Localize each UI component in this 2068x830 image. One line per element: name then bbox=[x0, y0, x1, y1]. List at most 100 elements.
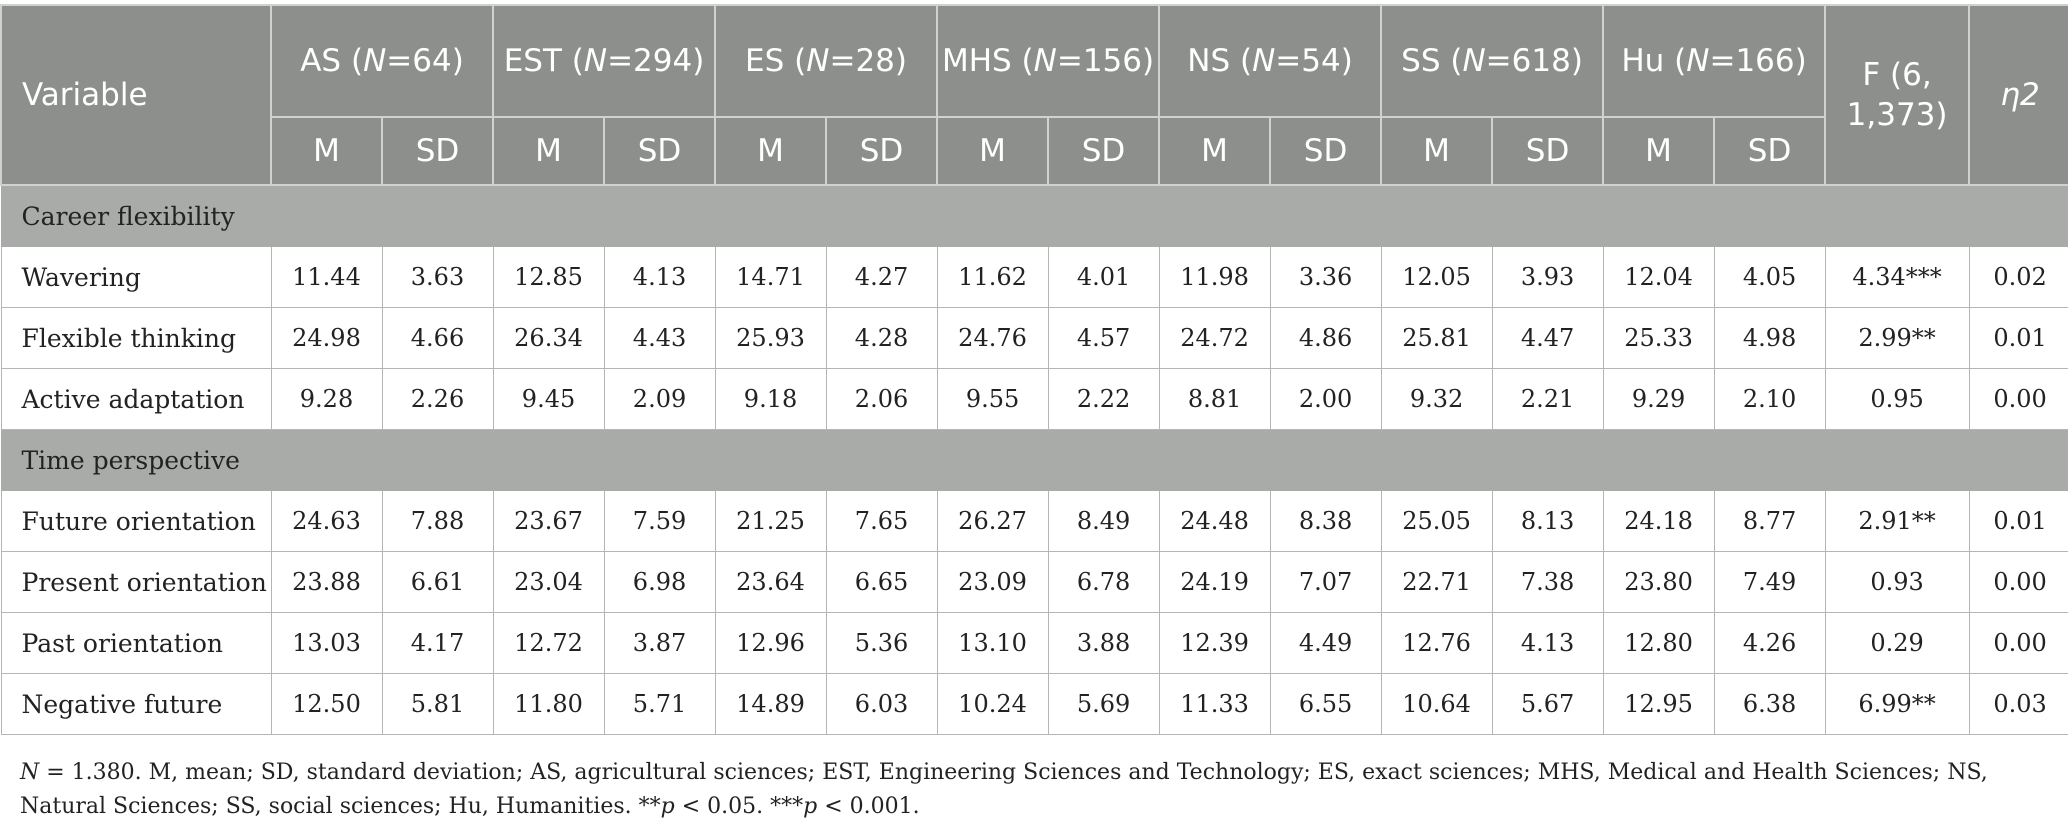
mean-cell: 11.80 bbox=[492, 673, 605, 735]
sd-cell: 3.87 bbox=[603, 612, 716, 674]
group-n-value: =28 bbox=[829, 43, 895, 79]
mean-cell: 23.67 bbox=[492, 490, 605, 552]
sd-cell: 4.13 bbox=[603, 246, 716, 308]
sd-cell: 2.22 bbox=[1047, 368, 1160, 430]
group-n-label: N bbox=[1033, 43, 1057, 79]
sd-cell: 8.13 bbox=[1491, 490, 1604, 552]
sd-cell: 3.88 bbox=[1047, 612, 1160, 674]
footnote-p2: p bbox=[803, 794, 818, 819]
sd-header: SD bbox=[380, 116, 495, 186]
sd-header: SD bbox=[825, 116, 939, 186]
mean-cell: 25.05 bbox=[1380, 490, 1493, 552]
section-row: Career flexibility bbox=[0, 184, 2068, 247]
sd-cell: 3.93 bbox=[1491, 246, 1604, 308]
mean-cell: 23.64 bbox=[714, 551, 827, 613]
sd-cell: 7.07 bbox=[1269, 551, 1382, 613]
table-row: Negative future 12.50 5.81 11.80 5.71 14.89 6.… bbox=[0, 673, 2068, 735]
footnote-n: N bbox=[20, 760, 40, 785]
sd-cell: 6.38 bbox=[1713, 673, 1826, 735]
sd-cell: 7.49 bbox=[1713, 551, 1826, 613]
table-row: Flexible thinking 24.98 4.66 26.34 4.43 25.93… bbox=[0, 307, 2068, 369]
mean-cell: 9.28 bbox=[270, 368, 383, 430]
table-row: Active adaptation 9.28 2.26 9.45 2.09 9.18 2.0… bbox=[0, 368, 2068, 430]
row-label: Present orientation bbox=[0, 551, 272, 613]
sd-header: SD bbox=[1047, 116, 1161, 186]
mean-cell: 26.27 bbox=[936, 490, 1049, 552]
sd-cell: 5.71 bbox=[603, 673, 716, 735]
sd-cell: 6.78 bbox=[1047, 551, 1160, 613]
group-n-label: N bbox=[1686, 43, 1710, 79]
group-abbr: AS bbox=[300, 43, 342, 79]
footnote-p1-text: < 0.05. *** bbox=[674, 794, 804, 819]
mean-cell: 9.32 bbox=[1380, 368, 1493, 430]
mean-cell: 24.98 bbox=[270, 307, 383, 369]
sd-header: SD bbox=[1713, 116, 1827, 186]
mean-cell: 23.04 bbox=[492, 551, 605, 613]
mean-cell: 12.50 bbox=[270, 673, 383, 735]
group-n-value: =294 bbox=[607, 43, 693, 79]
mean-cell: 23.88 bbox=[270, 551, 383, 613]
group-n-value: =618 bbox=[1485, 43, 1571, 79]
group-n-label: N bbox=[583, 43, 608, 79]
sd-cell: 2.09 bbox=[603, 368, 716, 430]
group-header-hu: Hu (N=166) bbox=[1602, 4, 1827, 118]
sd-cell: 6.65 bbox=[825, 551, 938, 613]
footnote-p1: p bbox=[660, 794, 675, 819]
mean-cell: 10.64 bbox=[1380, 673, 1493, 735]
mean-cell: 11.98 bbox=[1158, 246, 1271, 308]
sd-cell: 5.67 bbox=[1491, 673, 1604, 735]
f-stat-cell: 0.95 bbox=[1824, 368, 1970, 430]
f-stat-cell: 2.91** bbox=[1824, 490, 1970, 552]
sd-header: SD bbox=[1491, 116, 1605, 186]
eta-squared-cell: 0.00 bbox=[1968, 368, 2068, 430]
table-row: Wavering 11.44 3.63 12.85 4.13 14.71 4.27 11.62… bbox=[0, 246, 2068, 308]
table-row: Future orientation 24.63 7.88 23.67 7.59 21.2… bbox=[0, 490, 2068, 552]
group-abbr: ES bbox=[745, 43, 785, 79]
sd-cell: 2.10 bbox=[1713, 368, 1826, 430]
sd-cell: 6.98 bbox=[603, 551, 716, 613]
sd-cell: 7.65 bbox=[825, 490, 938, 552]
mean-cell: 12.39 bbox=[1158, 612, 1271, 674]
sd-cell: 6.03 bbox=[825, 673, 938, 735]
eta-squared-cell: 0.01 bbox=[1968, 307, 2068, 369]
mean-cell: 12.05 bbox=[1380, 246, 1493, 308]
sd-cell: 4.47 bbox=[1491, 307, 1604, 369]
eta-squared-cell: 0.02 bbox=[1968, 246, 2068, 308]
sd-cell: 6.55 bbox=[1269, 673, 1382, 735]
eta-squared-cell: 0.01 bbox=[1968, 490, 2068, 552]
mean-cell: 23.80 bbox=[1602, 551, 1715, 613]
section-title: Career flexibility bbox=[0, 184, 2068, 247]
group-abbr: Hu bbox=[1621, 43, 1665, 79]
sd-cell: 7.59 bbox=[603, 490, 716, 552]
mean-cell: 24.76 bbox=[936, 307, 1049, 369]
group-header-est: EST (N=294) bbox=[492, 4, 717, 118]
mean-header: M bbox=[714, 116, 828, 186]
sd-cell: 8.38 bbox=[1269, 490, 1382, 552]
sd-cell: 4.43 bbox=[603, 307, 716, 369]
sd-cell: 4.86 bbox=[1269, 307, 1382, 369]
group-header-ns: NS (N=54) bbox=[1158, 4, 1383, 118]
f-stat-cell: 4.34*** bbox=[1824, 246, 1970, 308]
mean-cell: 11.33 bbox=[1158, 673, 1271, 735]
results-table: Variable AS (N=64) EST (N=294) ES (N=28) MH… bbox=[0, 4, 2068, 735]
mean-cell: 21.25 bbox=[714, 490, 827, 552]
table-footnote: N = 1.380. M, mean; SD, standard deviati… bbox=[20, 756, 2050, 824]
sd-cell: 2.00 bbox=[1269, 368, 1382, 430]
mean-header: M bbox=[1380, 116, 1494, 186]
sd-cell: 4.27 bbox=[825, 246, 938, 308]
mean-cell: 9.55 bbox=[936, 368, 1049, 430]
group-header-mhs: MHS (N=156) bbox=[936, 4, 1161, 118]
group-abbr: SS bbox=[1401, 43, 1441, 79]
footnote-main: = 1.380. M, mean; SD, standard deviation… bbox=[20, 760, 1988, 819]
group-n-value: =64 bbox=[386, 43, 452, 79]
sd-cell: 4.01 bbox=[1047, 246, 1160, 308]
mean-cell: 9.29 bbox=[1602, 368, 1715, 430]
group-n-label: N bbox=[363, 43, 387, 79]
eta-squared-header: η2 bbox=[1968, 4, 2068, 186]
group-header-ss: SS (N=618) bbox=[1380, 4, 1605, 118]
mean-cell: 12.95 bbox=[1602, 673, 1715, 735]
group-abbr: NS bbox=[1187, 43, 1231, 79]
sd-cell: 8.77 bbox=[1713, 490, 1826, 552]
mean-cell: 24.19 bbox=[1158, 551, 1271, 613]
group-abbr: MHS bbox=[941, 43, 1012, 79]
